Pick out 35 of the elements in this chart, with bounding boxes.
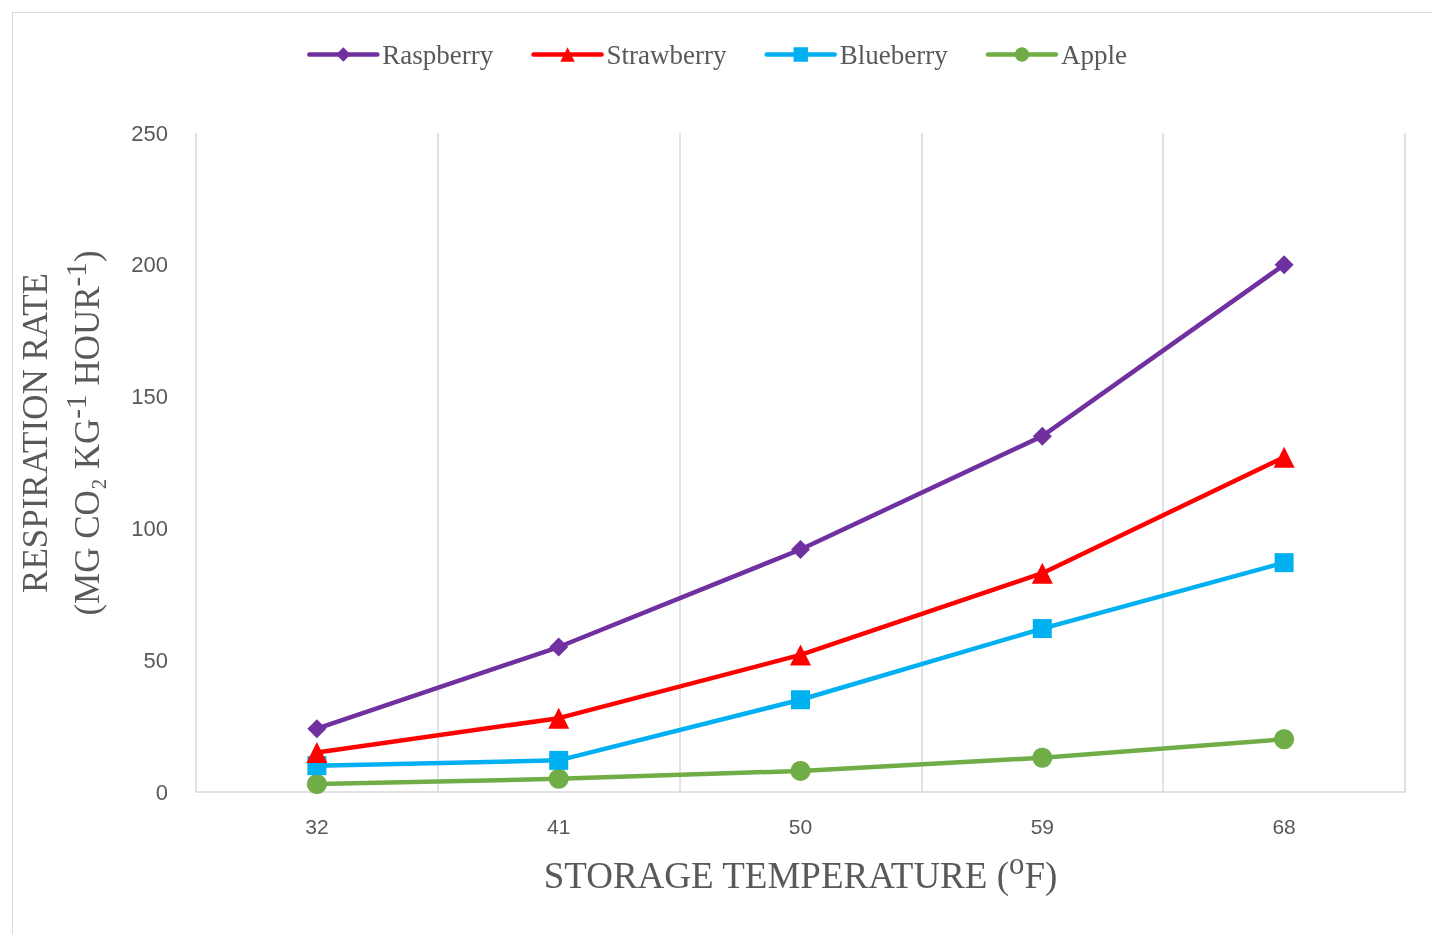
y-tick-label: 100 xyxy=(131,515,168,541)
point xyxy=(306,774,327,795)
point xyxy=(1274,255,1294,275)
x-tick-label: 50 xyxy=(788,815,813,838)
point xyxy=(1031,562,1053,584)
y-tick-label: 250 xyxy=(131,120,168,146)
y-tick-label: 0 xyxy=(155,779,168,805)
point xyxy=(1032,619,1052,639)
point xyxy=(790,644,811,666)
point xyxy=(1274,553,1294,573)
x-axis-title: STORAGE TEMPERATURE ($^{o}$F) xyxy=(543,847,1058,897)
x-tick-label: 68 xyxy=(1272,815,1296,838)
point xyxy=(549,637,569,657)
legend-label: Apple xyxy=(1060,39,1127,70)
point xyxy=(307,719,327,739)
point xyxy=(1032,426,1052,446)
point xyxy=(1273,446,1295,468)
point xyxy=(791,539,810,559)
y-tick-label: 150 xyxy=(131,384,168,410)
y-tick-label: 50 xyxy=(143,647,168,673)
legend-label: Blueberry xyxy=(839,39,949,70)
x-tick-label: 59 xyxy=(1030,815,1054,838)
legend-label: Raspberry xyxy=(382,39,494,70)
x-tick-label: 32 xyxy=(305,815,329,838)
x-tick-label: 41 xyxy=(547,815,571,838)
legend-label: Strawberry xyxy=(606,39,727,70)
point xyxy=(1032,747,1053,768)
point xyxy=(548,707,570,729)
point xyxy=(791,690,810,710)
point xyxy=(548,768,569,789)
point xyxy=(549,750,569,770)
y-tick-label: 200 xyxy=(131,252,168,278)
point xyxy=(306,741,328,763)
point xyxy=(790,760,811,781)
point xyxy=(1274,729,1295,750)
